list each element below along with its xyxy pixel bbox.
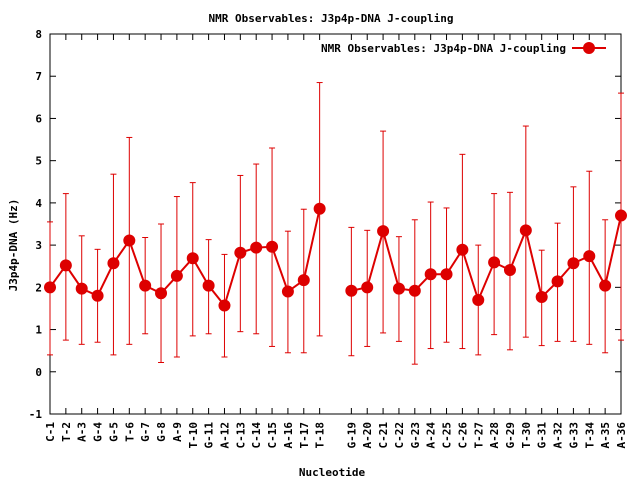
plot-border — [49, 33, 622, 415]
x-tick-label: G-19 — [345, 422, 358, 449]
data-point — [519, 224, 532, 237]
x-tick-label: G-11 — [203, 422, 216, 449]
data-point — [377, 225, 390, 238]
x-tick-label: T-2 — [60, 422, 73, 442]
x-tick-label: C-21 — [377, 422, 390, 449]
data-point — [59, 259, 72, 272]
x-tick-label: C-26 — [456, 422, 469, 449]
data-point — [551, 275, 564, 288]
x-tick-label: A-12 — [218, 422, 231, 449]
y-axis-ticks: -1 0 1 2 3 4 5 6 7 8 — [29, 28, 621, 421]
data-point — [75, 282, 88, 295]
y-tick-label: 0 — [35, 366, 42, 379]
x-tick-label: C-15 — [266, 422, 279, 449]
data-point — [424, 268, 437, 281]
x-tick-label: T-34 — [583, 422, 596, 449]
data-points — [44, 202, 627, 312]
x-tick-label: A-9 — [171, 422, 184, 442]
x-tick-label: T-27 — [472, 422, 485, 449]
data-point — [408, 284, 421, 297]
data-point — [266, 240, 279, 253]
data-point — [186, 252, 199, 265]
x-tick-label: T-18 — [314, 422, 327, 449]
x-tick-label: G-29 — [504, 422, 517, 449]
y-tick-label: 3 — [35, 239, 42, 252]
y-tick-label: 4 — [35, 197, 42, 210]
data-point — [170, 269, 183, 282]
x-tick-label: A-16 — [282, 422, 295, 449]
x-tick-label: A-36 — [615, 422, 628, 449]
x-tick-label: G-33 — [567, 422, 580, 449]
data-point — [234, 246, 247, 259]
data-point — [599, 279, 612, 292]
x-tick-label: T-17 — [298, 422, 311, 449]
x-tick-label: A-28 — [488, 422, 501, 449]
data-point — [503, 264, 516, 277]
x-tick-label: A-32 — [552, 422, 565, 449]
y-tick-label: -1 — [29, 408, 43, 421]
x-tick-label: G-4 — [92, 422, 105, 442]
y-tick-label: 7 — [35, 70, 42, 83]
y-tick-label: 6 — [35, 112, 42, 125]
data-point — [139, 279, 152, 292]
data-point — [202, 279, 215, 292]
data-point — [107, 257, 120, 270]
data-point — [535, 291, 548, 304]
y-tick-label: 8 — [35, 28, 42, 41]
plot-frame — [49, 33, 622, 415]
x-tick-label: C-14 — [250, 422, 263, 449]
x-tick-label: G-7 — [139, 422, 152, 442]
legend: NMR Observables: J3p4p-DNA J-coupling — [321, 42, 606, 55]
y-tick-label: 1 — [35, 324, 42, 337]
x-tick-label: T-30 — [520, 422, 533, 449]
data-point — [345, 284, 358, 297]
y-axis-label: J3p4p-DNA (Hz) — [7, 199, 20, 292]
legend-entry-label: NMR Observables: J3p4p-DNA J-coupling — [321, 42, 566, 55]
x-tick-label: C-1 — [44, 422, 57, 442]
x-tick-label: A-35 — [599, 422, 612, 449]
data-point — [583, 250, 596, 263]
data-point — [155, 287, 168, 300]
x-tick-label: A-3 — [76, 422, 89, 442]
data-point — [44, 281, 56, 294]
chart-title: NMR Observables: J3p4p-DNA J-coupling — [208, 12, 453, 25]
x-tick-label: C-13 — [234, 422, 247, 449]
x-tick-label: C-25 — [441, 422, 454, 449]
data-point — [250, 241, 263, 254]
data-point — [615, 209, 627, 222]
x-axis-label: Nucleotide — [299, 466, 366, 479]
series-lines — [49, 208, 622, 308]
series-line — [49, 208, 321, 308]
x-tick-label: A-20 — [361, 422, 374, 449]
data-point — [313, 202, 326, 215]
data-point — [297, 274, 310, 287]
y-tick-label: 2 — [35, 281, 42, 294]
data-point — [440, 268, 453, 281]
x-tick-label: T-6 — [123, 422, 136, 442]
series-line — [351, 215, 622, 303]
x-tick-label: G-31 — [536, 422, 549, 449]
x-tick-label: A-24 — [425, 422, 438, 449]
data-point — [218, 299, 231, 312]
data-point — [488, 256, 501, 269]
y-tick-label: 5 — [35, 155, 42, 168]
data-point — [456, 243, 469, 256]
data-point — [281, 285, 294, 298]
x-tick-label: G-23 — [409, 422, 422, 449]
x-tick-label: G-5 — [107, 422, 120, 442]
data-point — [123, 234, 136, 247]
data-point — [392, 282, 405, 295]
data-point — [361, 281, 374, 294]
x-tick-label: C-22 — [393, 422, 406, 449]
x-axis-ticks: C-1 T-2 A-3 G-4 G-5 T-6 G-7 G-8 A-9 T-10 G-11 A-12 C… — [44, 34, 628, 449]
data-point — [472, 294, 485, 306]
error-bars — [47, 82, 624, 365]
data-point — [91, 289, 104, 302]
data-point — [567, 257, 580, 270]
x-tick-label: T-10 — [187, 422, 200, 449]
legend-marker-swatch — [583, 42, 595, 54]
x-tick-label: G-8 — [155, 422, 168, 442]
